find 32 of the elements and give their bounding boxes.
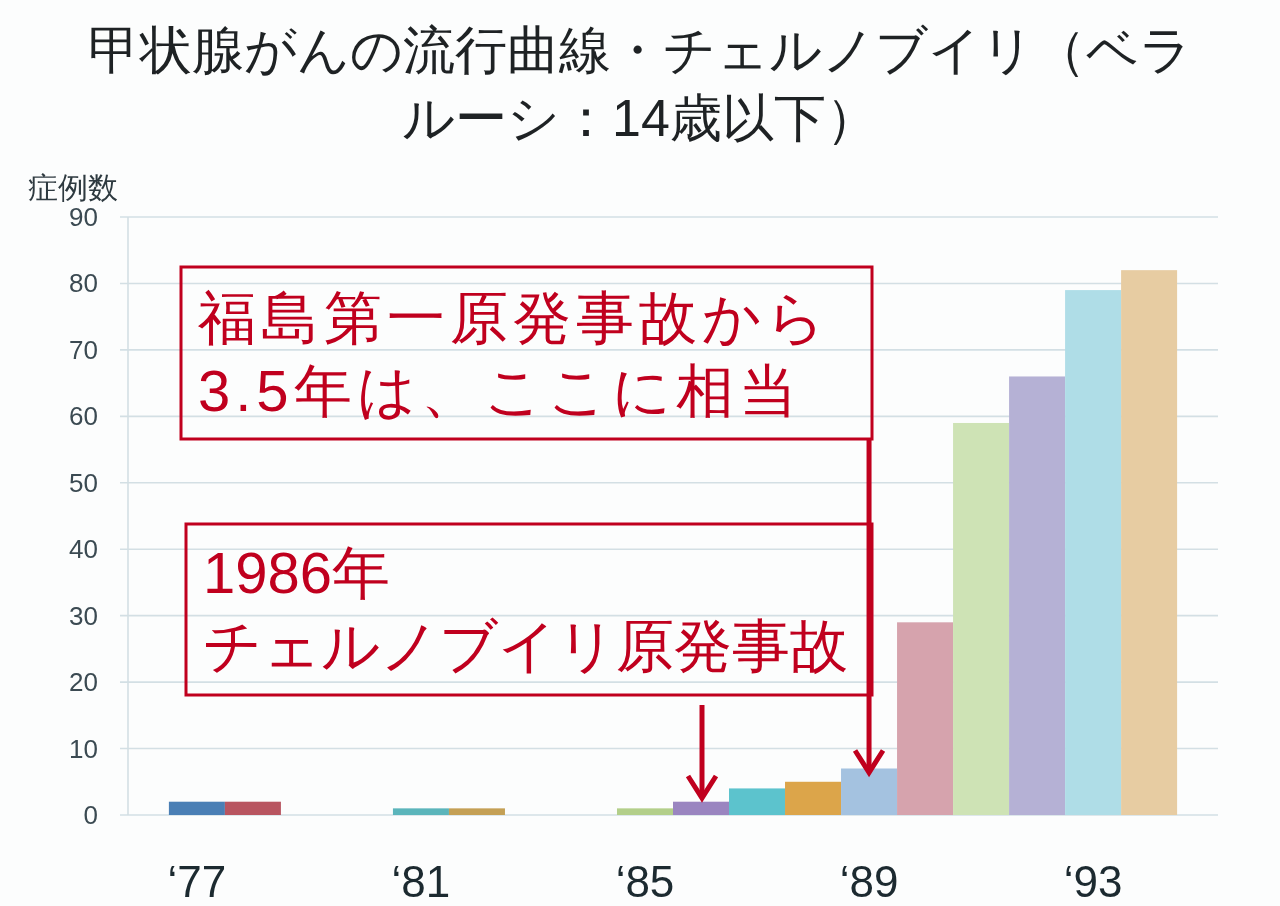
chart-title: 甲状腺がんの流行曲線・チェルノブイリ（ベラルーシ：14歳以下） xyxy=(87,20,1193,149)
y-tick-label: 80 xyxy=(69,268,98,299)
bar xyxy=(168,801,225,815)
bar xyxy=(448,808,505,815)
y-tick-label: 30 xyxy=(69,600,98,631)
bar xyxy=(897,622,954,815)
bar xyxy=(1009,376,1066,815)
annotation: 福島第一原発事故から3.5年は、ここに相当 xyxy=(198,284,831,425)
y-tick-label: 40 xyxy=(69,534,98,565)
bar xyxy=(392,808,449,815)
y-tick-label: 60 xyxy=(69,401,98,432)
bar xyxy=(729,788,786,815)
x-tick-label: ‘89 xyxy=(839,857,899,906)
bar xyxy=(785,781,842,815)
x-tick-label: ‘93 xyxy=(1063,857,1123,906)
y-tick-label: 20 xyxy=(69,667,98,698)
y-tick-label: 90 xyxy=(69,202,98,232)
y-axis-title: 症例数 xyxy=(28,171,118,204)
bar xyxy=(1121,270,1178,815)
bar xyxy=(224,801,281,815)
bar xyxy=(953,422,1010,815)
bar xyxy=(1065,290,1122,815)
y-tick-label: 70 xyxy=(69,334,98,365)
y-tick-label: 50 xyxy=(69,467,98,498)
annotation: チェルノブイリ原発事故 xyxy=(203,612,849,680)
x-tick-label: ‘81 xyxy=(391,857,451,906)
y-tick-label: 0 xyxy=(83,800,98,830)
annotation: 1986年 xyxy=(203,539,392,607)
y-tick-label: 10 xyxy=(69,733,98,764)
bar xyxy=(616,808,673,815)
x-tick-label: ‘77 xyxy=(167,857,227,906)
x-tick-label: ‘85 xyxy=(615,857,675,906)
